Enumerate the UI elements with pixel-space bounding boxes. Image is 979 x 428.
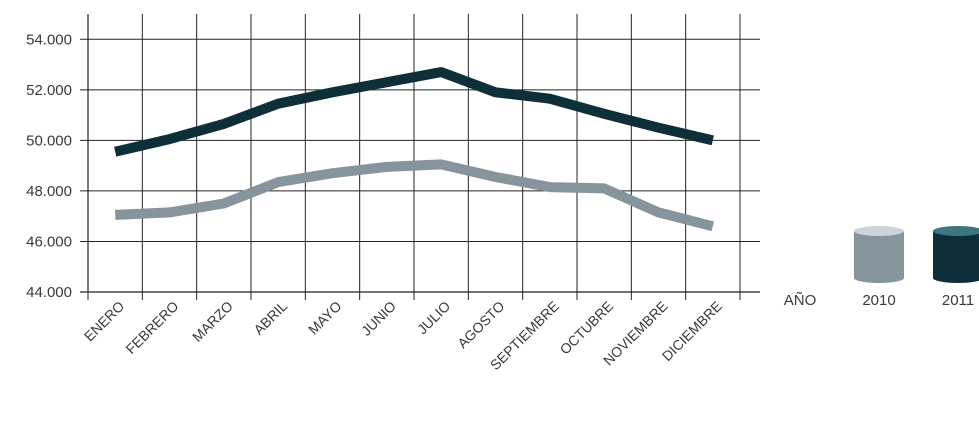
grid xyxy=(80,14,760,300)
legend-swatch-2011 xyxy=(933,226,979,283)
series-lines xyxy=(114,67,715,232)
x-tick-label: MAYO xyxy=(305,298,345,338)
x-tick-label: ENERO xyxy=(81,298,128,345)
series-line-2011 xyxy=(114,67,714,157)
y-axis-ticks: 44.000 46.000 48.000 50.000 52.000 54.000 xyxy=(26,31,72,301)
y-tick-label: 52.000 xyxy=(26,82,72,99)
legend: AÑO 2010 2011 xyxy=(784,226,979,309)
legend-swatch-2010 xyxy=(854,226,904,283)
x-tick-label: AGOSTO xyxy=(454,298,508,352)
y-tick-label: 48.000 xyxy=(26,183,72,200)
legend-label-2011: 2011 xyxy=(942,292,974,309)
x-tick-label: ABRIL xyxy=(250,298,290,338)
y-tick-label: 46.000 xyxy=(26,233,72,250)
legend-title: AÑO xyxy=(784,292,817,309)
y-tick-label: 54.000 xyxy=(26,31,72,48)
y-tick-label: 44.000 xyxy=(26,284,72,301)
legend-label-2010: 2010 xyxy=(862,292,895,309)
x-tick-label: JULIO xyxy=(414,298,453,337)
x-tick-label: FEBRERO xyxy=(122,298,181,357)
y-tick-label: 50.000 xyxy=(26,132,72,149)
x-tick-label: JUNIO xyxy=(358,298,399,339)
series-line-2010 xyxy=(114,159,715,232)
axes xyxy=(80,14,760,293)
x-tick-label: MARZO xyxy=(189,298,236,345)
